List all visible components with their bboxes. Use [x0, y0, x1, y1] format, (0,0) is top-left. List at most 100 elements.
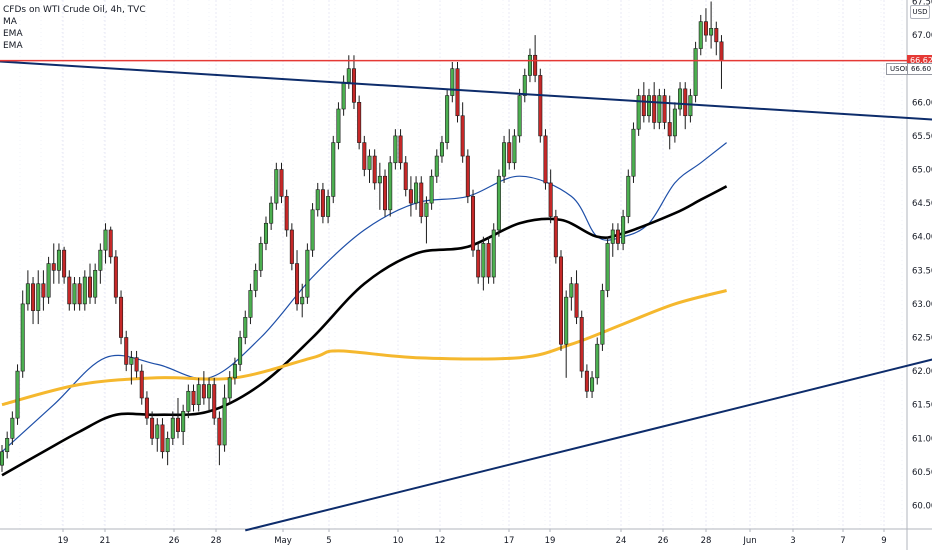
- legend-title: CFDs on WTI Crude Oil, 4h, TVC: [3, 5, 146, 15]
- candle-up: [445, 95, 450, 143]
- candle-up: [326, 196, 331, 217]
- candle-up: [657, 95, 662, 123]
- candle-up: [564, 296, 569, 345]
- y-tick-label: 62.00: [912, 367, 932, 377]
- y-tick-label: 66.00: [912, 98, 932, 108]
- candle-down: [144, 397, 149, 419]
- x-tick-label: 28: [701, 536, 712, 546]
- candle-up: [36, 283, 41, 311]
- candle-up: [393, 135, 398, 164]
- candle-down: [139, 370, 144, 399]
- candle-down: [533, 54, 538, 76]
- candle-up: [688, 95, 693, 117]
- candle-down: [538, 75, 543, 137]
- candle-up: [196, 384, 201, 406]
- candle-up: [346, 68, 351, 83]
- y-tick-label: 61.00: [912, 434, 932, 444]
- candle-up: [72, 283, 77, 305]
- candle-up: [248, 290, 253, 318]
- candle-down: [67, 276, 72, 305]
- candle-down: [667, 122, 672, 137]
- x-tick-label: 24: [616, 536, 627, 546]
- candle-up: [274, 169, 279, 204]
- candle-up: [496, 175, 501, 231]
- candle-up: [56, 249, 61, 271]
- y-tick-label: 64.00: [912, 233, 932, 243]
- candle-down: [719, 41, 724, 61]
- candle-up: [672, 108, 677, 137]
- candle-down: [289, 229, 294, 264]
- y-tick-label: 60.50: [912, 468, 932, 478]
- x-tick-label: 10: [393, 536, 404, 546]
- candle-up: [227, 377, 232, 399]
- candle-up: [0, 451, 5, 466]
- y-tick-label: 67.50: [912, 0, 932, 8]
- legend-ema-1: EMA: [3, 29, 23, 39]
- candle-up: [20, 303, 25, 372]
- candle-up: [310, 209, 315, 251]
- candle-up: [103, 229, 108, 251]
- candle-up: [646, 95, 651, 117]
- candle-up: [305, 249, 310, 298]
- x-tick-label: 3: [790, 536, 795, 546]
- candle-up: [165, 437, 170, 453]
- descending-trendline: [0, 60, 932, 121]
- x-tick-label: 12: [435, 536, 446, 546]
- candle-down: [383, 175, 388, 211]
- candle-up: [155, 424, 160, 439]
- candle-up: [315, 189, 320, 211]
- candle-up: [129, 357, 134, 365]
- candle-down: [279, 169, 284, 197]
- y-tick-label: 63.50: [912, 266, 932, 276]
- candle-up: [15, 370, 20, 419]
- candle-up: [626, 175, 631, 217]
- legend-ema-2: EMA: [3, 41, 23, 51]
- candle-down: [362, 142, 367, 170]
- candle-up: [698, 21, 703, 49]
- candle-up: [678, 88, 683, 110]
- ascending-trendline: [245, 358, 932, 532]
- candle-down: [217, 417, 222, 446]
- candle-down: [507, 142, 512, 164]
- candle-up: [341, 81, 346, 110]
- candle-down: [372, 155, 377, 184]
- candle-up: [527, 54, 532, 76]
- y-tick-label: 65.00: [912, 166, 932, 176]
- candle-up: [631, 128, 636, 177]
- ma-line: [1, 142, 727, 453]
- currency-button[interactable]: USD: [910, 5, 930, 19]
- candle-up: [439, 142, 444, 157]
- candle-down: [553, 216, 558, 258]
- y-tick-label: 60.00: [912, 502, 932, 512]
- candle-down: [191, 390, 196, 406]
- candle-up: [377, 175, 382, 184]
- x-tick-label: 9: [881, 536, 886, 546]
- candle-up: [238, 337, 243, 365]
- candle-up: [98, 249, 103, 271]
- candle-down: [683, 88, 688, 117]
- x-tick-label: 28: [211, 536, 222, 546]
- candle-up: [590, 377, 595, 392]
- candle-down: [403, 162, 408, 190]
- candle-down: [295, 263, 300, 305]
- candle-up: [263, 222, 268, 244]
- candle-up: [636, 95, 641, 130]
- candle-down: [455, 68, 460, 117]
- candle-down: [641, 95, 646, 117]
- candle-down: [486, 243, 491, 278]
- x-tick-label: Jun: [742, 536, 756, 546]
- candle-down: [31, 283, 36, 311]
- y-tick-label: 61.50: [912, 401, 932, 411]
- candle-down: [175, 417, 180, 432]
- candle-down: [284, 196, 289, 231]
- candle-up: [610, 229, 615, 244]
- legend-ma: MA: [3, 17, 17, 27]
- x-tick-label: 17: [504, 536, 515, 546]
- candle-down: [41, 283, 46, 298]
- candle-down: [703, 21, 708, 36]
- candle-up: [709, 28, 714, 36]
- candle-up: [25, 283, 30, 305]
- x-axis-ticks: 19 21 26 28 May 5 10 12 17 19 24 26 28 Jun 3 7 9: [58, 529, 887, 546]
- candle-up: [595, 343, 600, 379]
